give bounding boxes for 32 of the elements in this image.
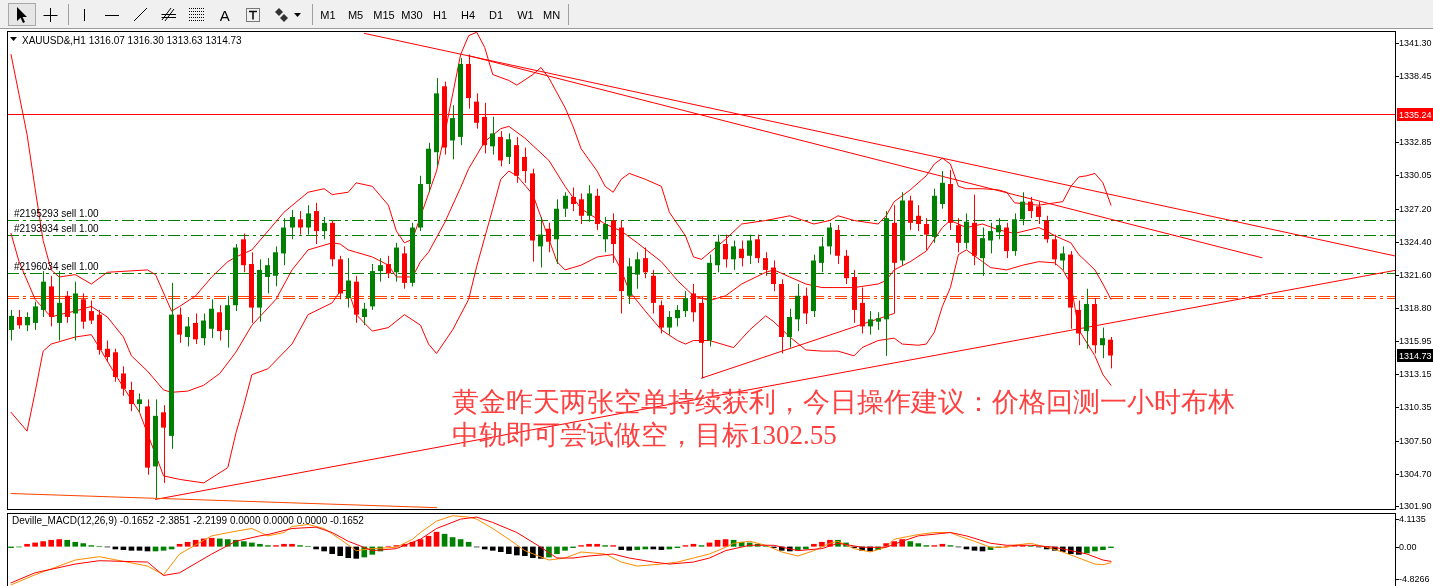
text: H1 — [432, 9, 448, 21]
y-tick-label: -4.8266 — [1399, 574, 1430, 584]
y-tick-label: 1318.80 — [1399, 302, 1432, 313]
text: M5 — [347, 9, 364, 21]
text: W1 — [517, 9, 534, 21]
text: A — [219, 6, 230, 24]
text: D1 — [488, 9, 504, 21]
text: MN — [543, 9, 561, 21]
ref-line-label: 1335.24 — [1399, 109, 1432, 120]
y-tick-label: 1310.35 — [1399, 402, 1432, 413]
y-tick-label: 1327.20 — [1399, 203, 1432, 214]
y-tick-label: 1330.05 — [1399, 170, 1432, 181]
text: M30 — [401, 9, 423, 21]
y-tick-label: 1341.30 — [1399, 37, 1432, 48]
y-tick-label: 1301.90 — [1399, 501, 1432, 512]
text: H4 — [460, 9, 476, 21]
y-tick-label: 1307.50 — [1399, 435, 1432, 446]
y-tick-label: 1338.45 — [1399, 71, 1432, 82]
ref-line-label: #2193934 sell 1.00 — [14, 222, 99, 234]
y-tick-label: 1321.60 — [1399, 269, 1432, 280]
y-tick-label: 1315.95 — [1399, 336, 1432, 347]
y-tick-label: 1304.70 — [1399, 468, 1432, 479]
chart-title: Deville_MACD(12,26,9) -0.1652 -2.3851 -2.2199 0.0000 0.0000 0.0000 -0.1652 — [12, 514, 365, 526]
y-tick-label: 1324.40 — [1399, 236, 1432, 247]
text: 1314.73 — [1399, 350, 1432, 361]
text: M15 — [373, 9, 395, 21]
y-tick-label: 0.00 — [1399, 541, 1417, 552]
text: M1 — [320, 9, 336, 21]
chart-title: XAUUSD&,H1 1316.07 1316.30 1313.63 1314.73 — [22, 34, 243, 46]
y-tick-label: 1332.85 — [1399, 137, 1432, 148]
y-tick-label: 4.1135 — [1399, 514, 1426, 525]
y-tick-label: 1313.15 — [1399, 369, 1432, 380]
